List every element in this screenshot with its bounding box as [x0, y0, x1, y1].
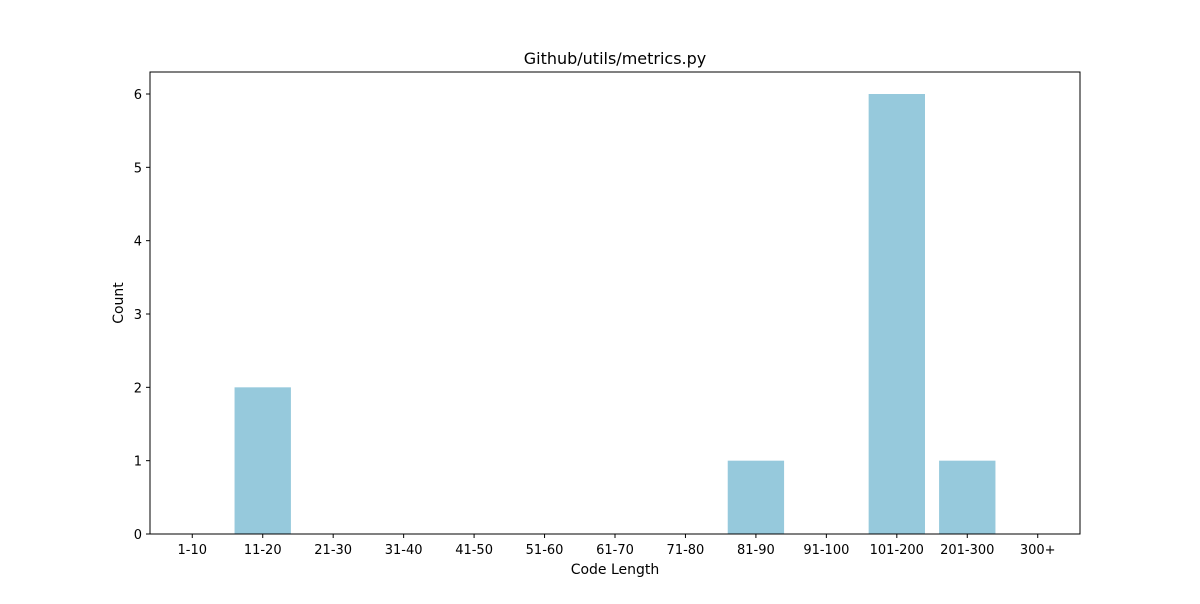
x-tick-label: 51-60 — [526, 543, 564, 558]
x-tick-label: 101-200 — [870, 543, 924, 558]
x-tick-label: 21-30 — [314, 543, 352, 558]
x-tick-label: 1-10 — [178, 543, 208, 558]
y-axis-label: Count — [111, 282, 127, 324]
x-tick-label: 11-20 — [244, 543, 282, 558]
y-tick-label: 2 — [134, 381, 142, 396]
bar-101-200 — [868, 94, 925, 534]
x-tick-label: 300+ — [1020, 543, 1056, 558]
x-tick-label: 41-50 — [455, 543, 493, 558]
bar-81-90 — [727, 460, 785, 534]
y-ticks: 0 1 2 3 4 5 6 — [134, 88, 150, 543]
x-tick-label: 71-80 — [667, 543, 705, 558]
y-tick-label: 4 — [134, 235, 142, 250]
y-tick-label: 3 — [134, 308, 142, 323]
bars-layer — [234, 94, 996, 534]
y-tick-label: 5 — [134, 161, 142, 176]
x-tick-label: 201-300 — [940, 543, 994, 558]
x-tick-label: 31-40 — [385, 543, 423, 558]
plot-frame — [149, 71, 1081, 535]
bar-11-20 — [234, 387, 291, 534]
x-tick-label: 91-100 — [803, 543, 849, 558]
x-tick-label: 81-90 — [737, 543, 775, 558]
y-tick-label: 0 — [134, 528, 142, 543]
x-ticks: 1-10 11-20 21-30 31-40 41-50 51-60 61-70 71-80 8… — [178, 534, 1056, 558]
y-tick-label: 1 — [134, 455, 142, 470]
y-tick-label: 6 — [134, 88, 142, 103]
x-axis-label: Code Length — [571, 562, 660, 578]
x-tick-label: 61-70 — [596, 543, 634, 558]
chart-title: Github/utils/metrics.py — [524, 49, 707, 68]
bar-201-300 — [939, 460, 996, 534]
